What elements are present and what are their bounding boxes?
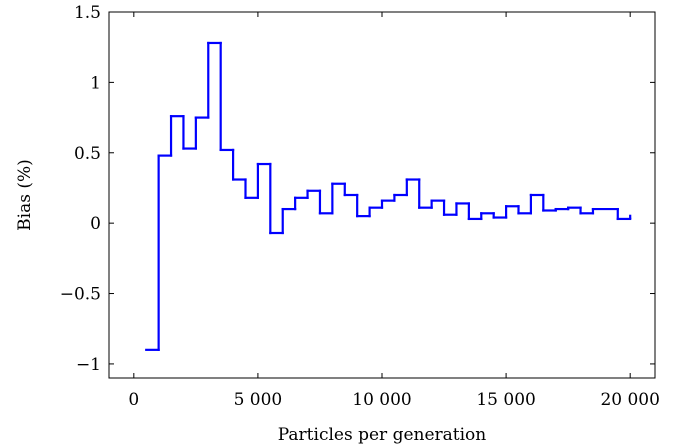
axis-tick-labels: 0 5 000 10 000 15 000 20 000 −1 −0.5 0 0.5 1 1.5 — [60, 3, 660, 410]
y-tick-label: 1 — [90, 73, 101, 93]
x-tick-label: 15 000 — [476, 390, 535, 410]
x-tick-label: 10 000 — [352, 390, 411, 410]
y-tick-label: 0.5 — [74, 144, 101, 164]
y-tick-label: −0.5 — [60, 285, 101, 305]
series-group — [145, 41, 632, 351]
y-axis-title: Bias (%) — [15, 159, 35, 231]
x-tick-label: 0 — [128, 390, 139, 410]
x-tick-label: 5 000 — [234, 390, 283, 410]
plot-frame — [108, 11, 656, 379]
x-axis-title: Particles per generation — [278, 425, 487, 445]
y-tick-label: −1 — [76, 355, 101, 375]
axis-ticks — [109, 11, 655, 378]
y-tick-label: 0 — [90, 214, 101, 234]
y-tick-label: 1.5 — [74, 3, 101, 23]
x-tick-label: 20 000 — [600, 390, 659, 410]
